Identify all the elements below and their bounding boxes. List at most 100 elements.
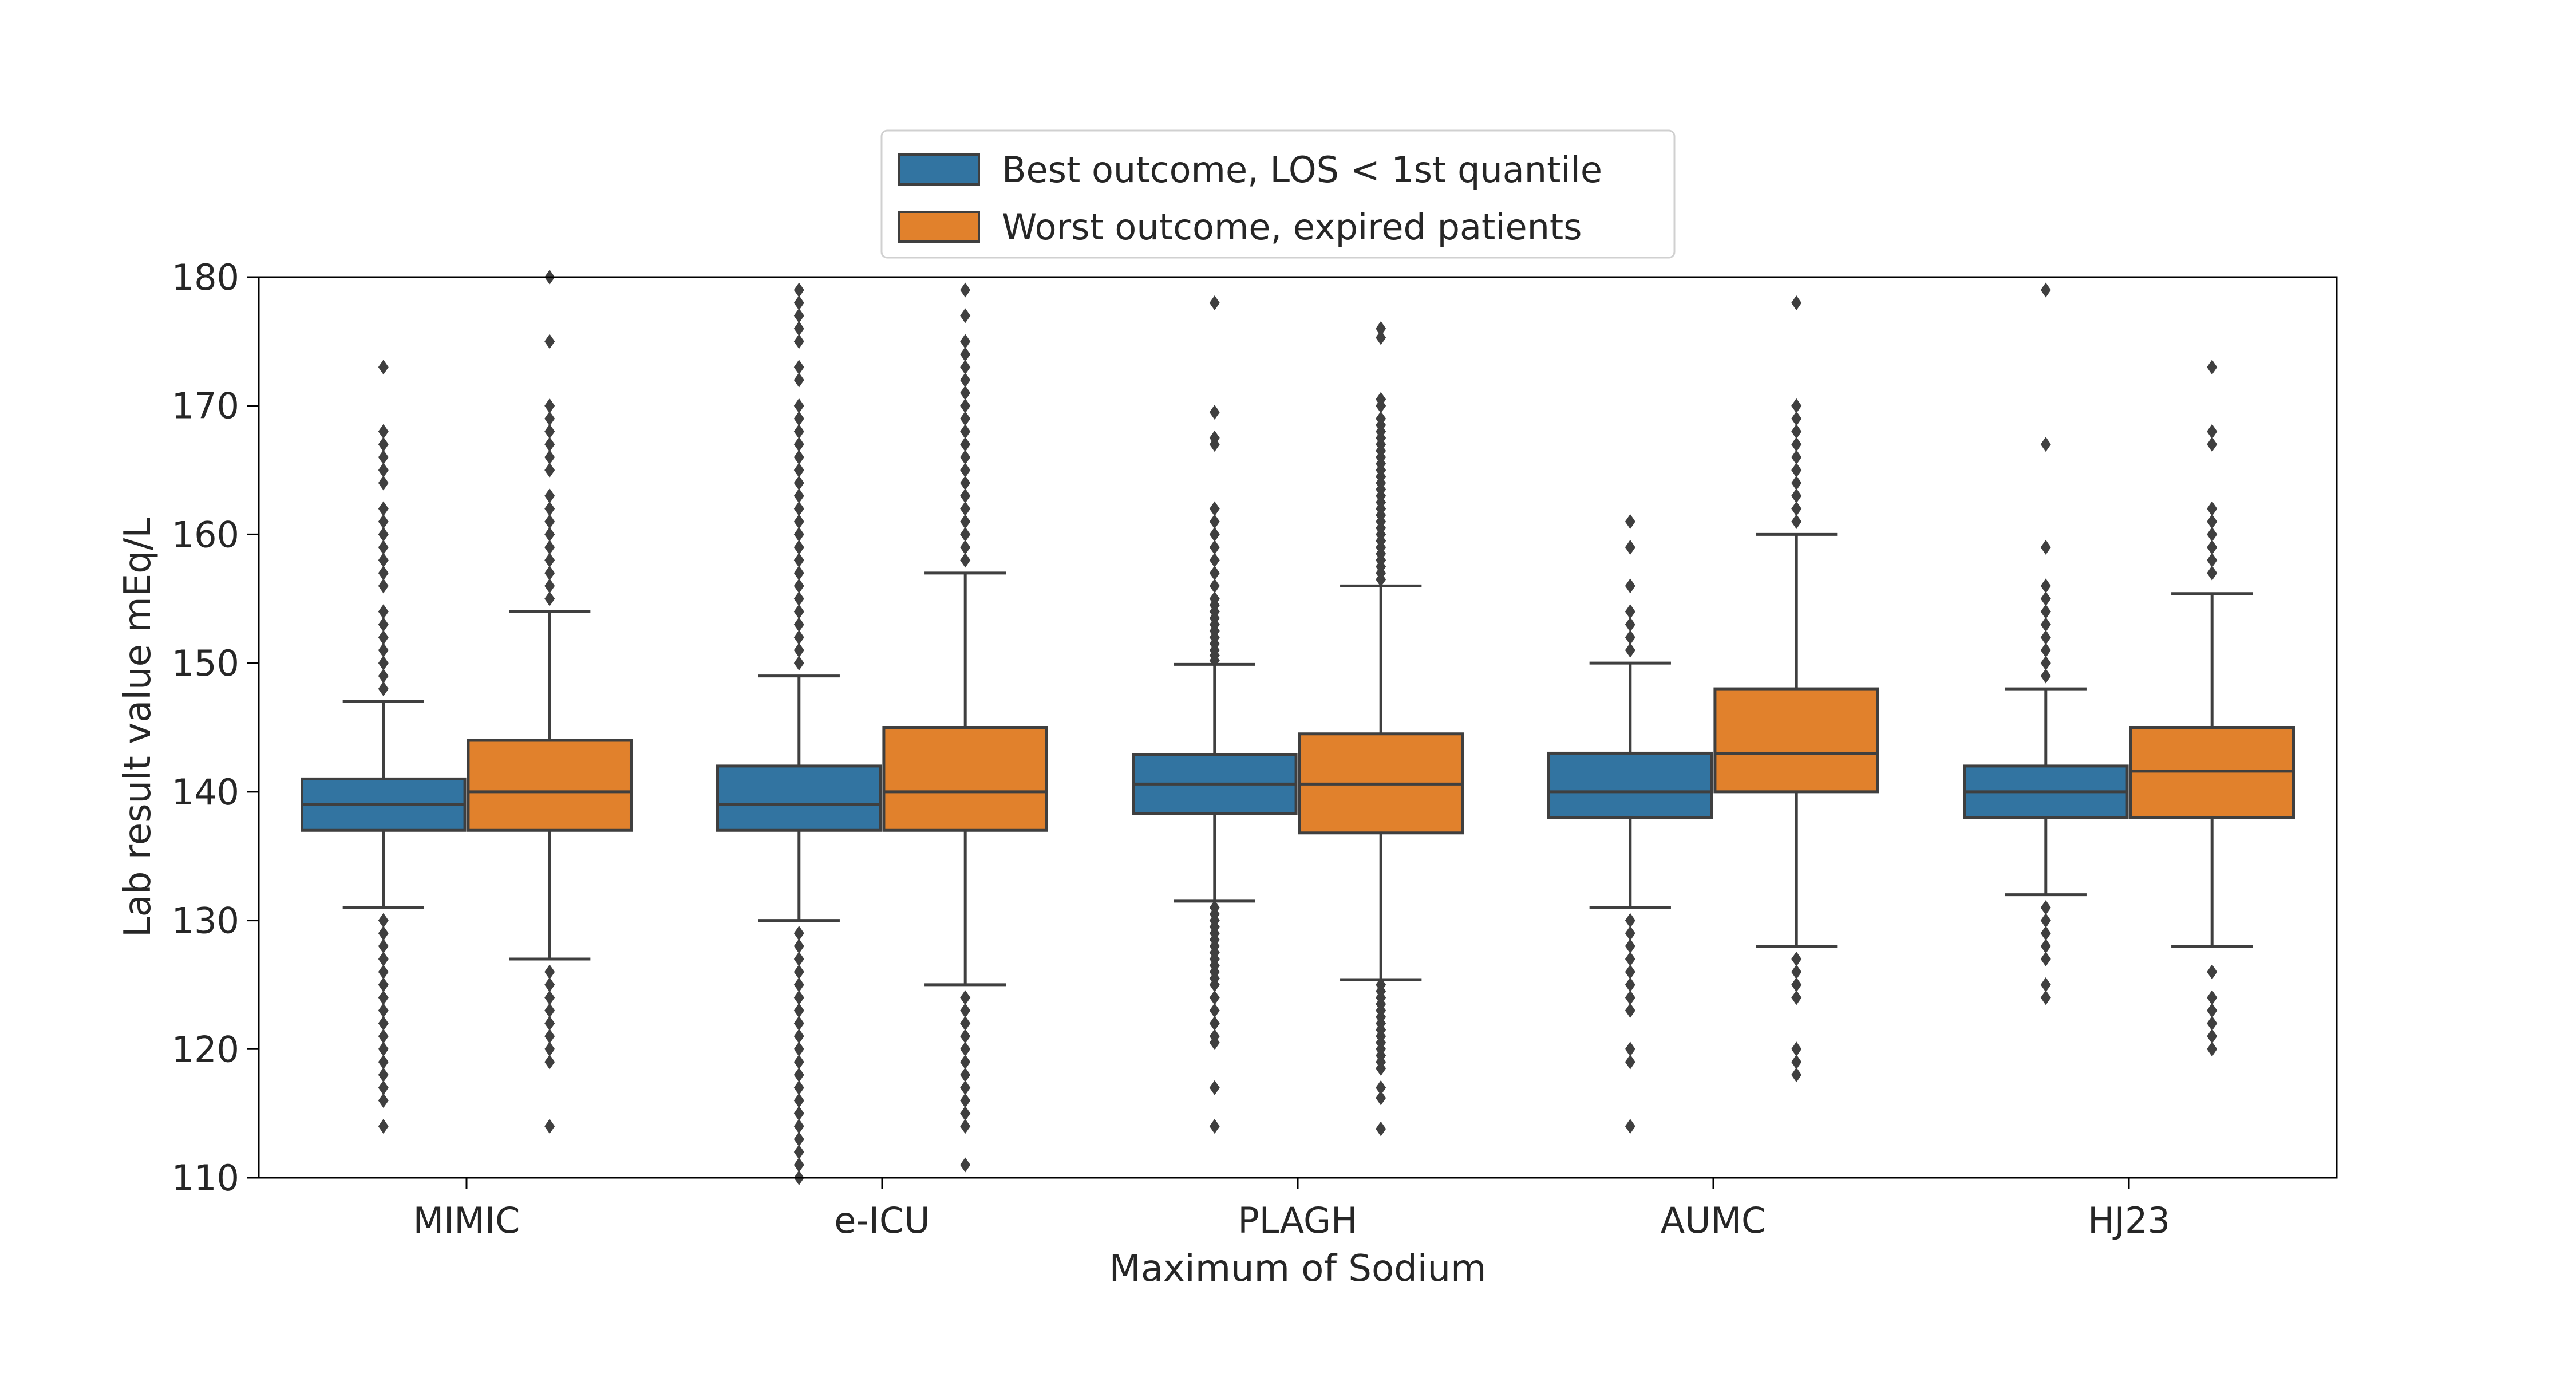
outlier-point (1625, 642, 1635, 658)
outlier-point (1791, 501, 1802, 516)
box-group-mimic-series-0 (301, 360, 467, 1134)
outlier-point (2207, 437, 2218, 452)
outlier-point (1209, 295, 1220, 310)
outlier-point (960, 501, 971, 516)
outlier-point (1625, 514, 1635, 529)
box-group-aumc-series-0 (1547, 514, 1713, 1134)
outlier-point (793, 951, 804, 966)
outlier-point (960, 346, 971, 362)
outlier-point (2040, 630, 2051, 645)
outlier-point (378, 681, 389, 697)
outlier-point (793, 1157, 804, 1173)
outlier-point (2040, 642, 2051, 658)
outlier-point (1791, 514, 1802, 529)
outlier-point (1791, 1067, 1802, 1083)
outlier-point (544, 539, 555, 555)
outlier-point (793, 926, 804, 941)
outlier-point (544, 398, 555, 413)
outlier-point (378, 642, 389, 658)
outlier-point (960, 1093, 971, 1108)
outlier-point (1791, 437, 1802, 452)
outlier-point (1625, 938, 1635, 954)
outlier-point (1625, 604, 1635, 620)
outlier-point (1209, 1028, 1220, 1044)
outlier-point (544, 964, 555, 980)
outlier-point (2040, 617, 2051, 632)
outlier-point (544, 501, 555, 516)
outlier-point (544, 488, 555, 504)
outlier-point (2207, 424, 2218, 439)
x-tick-label: AUMC (1661, 1200, 1767, 1241)
outlier-point (544, 437, 555, 452)
outlier-point (793, 539, 804, 555)
outlier-point (544, 411, 555, 427)
outlier-point (960, 360, 971, 375)
x-tick-label: PLAGH (1238, 1200, 1357, 1241)
outlier-point (1625, 1119, 1635, 1134)
outlier-point (1625, 630, 1635, 645)
outlier-point (1625, 926, 1635, 941)
outlier-point (793, 1016, 804, 1031)
outlier-point (960, 553, 971, 568)
y-tick-label: 130 (172, 900, 239, 942)
y-tick-label: 160 (172, 514, 239, 555)
outlier-point (378, 938, 389, 954)
outlier-point (544, 578, 555, 594)
outlier-point (378, 951, 389, 966)
legend-swatch-series-1 (898, 211, 980, 243)
outlier-point (1625, 1054, 1635, 1070)
outlier-point (378, 553, 389, 568)
outlier-point (1209, 565, 1220, 581)
outlier-point (1791, 449, 1802, 465)
outlier-point (1209, 539, 1220, 555)
outlier-point (1791, 398, 1802, 413)
outlier-point (1625, 617, 1635, 632)
outlier-point (1625, 1041, 1635, 1057)
outlier-point (2207, 539, 2218, 555)
outlier-point (378, 1003, 389, 1018)
outlier-point (793, 282, 804, 298)
outlier-point (544, 1054, 555, 1070)
outlier-point (2207, 1003, 2218, 1018)
outlier-point (544, 1119, 555, 1134)
outlier-point (960, 514, 971, 529)
outlier-point (793, 1106, 804, 1121)
outlier-point (1376, 977, 1386, 992)
box-group-mimic-series-1 (467, 270, 633, 1134)
outlier-point (1791, 488, 1802, 504)
outlier-point (544, 449, 555, 465)
outlier-point (1791, 951, 1802, 966)
outlier-point (1791, 977, 1802, 992)
outlier-point (378, 449, 389, 465)
outlier-point (793, 308, 804, 323)
outlier-point (1625, 990, 1635, 1005)
outlier-point (793, 424, 804, 439)
outlier-point (960, 437, 971, 452)
y-tick-label: 180 (172, 257, 239, 298)
outlier-point (960, 398, 971, 413)
outlier-point (1376, 1090, 1386, 1106)
outlier-point (544, 527, 555, 542)
iqr-box (1713, 687, 1879, 794)
outlier-point (2207, 1028, 2218, 1044)
outlier-point (2040, 938, 2051, 954)
outlier-point (793, 1080, 804, 1095)
outlier-point (2040, 951, 2051, 966)
outlier-point (378, 977, 389, 992)
outlier-point (960, 449, 971, 465)
outlier-point (544, 1016, 555, 1031)
outlier-point (793, 334, 804, 349)
outlier-point (793, 501, 804, 516)
outlier-point (544, 514, 555, 529)
outlier-point (378, 926, 389, 941)
outlier-point (2040, 282, 2051, 298)
outlier-point (2207, 990, 2218, 1005)
outlier-point (793, 964, 804, 980)
outlier-point (2207, 514, 2218, 529)
outlier-point (793, 488, 804, 504)
outlier-point (2207, 565, 2218, 581)
outlier-point (793, 1003, 804, 1018)
iqr-box (1547, 751, 1713, 819)
outlier-point (2207, 527, 2218, 542)
